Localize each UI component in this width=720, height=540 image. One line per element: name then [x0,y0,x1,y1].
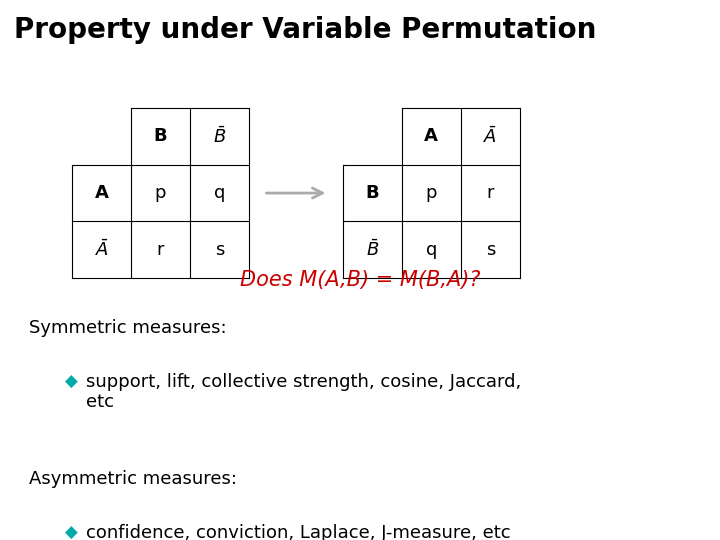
Text: Asymmetric measures:: Asymmetric measures: [29,470,237,488]
Text: Does M(A,B) = M(B,A)?: Does M(A,B) = M(B,A)? [240,270,480,290]
Text: ◆: ◆ [65,373,78,390]
Text: A: A [94,184,109,202]
Text: $\bar{B}$: $\bar{B}$ [366,239,379,260]
Text: Symmetric measures:: Symmetric measures: [29,319,226,336]
Text: A: A [424,127,438,145]
Text: Property under Variable Permutation: Property under Variable Permutation [14,16,597,44]
Text: q: q [214,184,225,202]
Text: p: p [155,184,166,202]
Text: B: B [366,184,379,202]
Text: $\bar{A}$: $\bar{A}$ [483,126,498,147]
Text: s: s [485,241,495,259]
Text: $\bar{B}$: $\bar{B}$ [213,126,226,147]
Text: q: q [426,241,437,259]
Text: B: B [154,127,167,145]
Text: r: r [157,241,164,259]
Text: support, lift, collective strength, cosine, Jaccard,
etc: support, lift, collective strength, cosi… [86,373,522,411]
Text: s: s [215,241,225,259]
Text: $\bar{A}$: $\bar{A}$ [94,239,109,260]
Text: ◆: ◆ [65,524,78,540]
Text: r: r [487,184,494,202]
Text: p: p [426,184,437,202]
Text: confidence, conviction, Laplace, J-measure, etc: confidence, conviction, Laplace, J-measu… [86,524,511,540]
